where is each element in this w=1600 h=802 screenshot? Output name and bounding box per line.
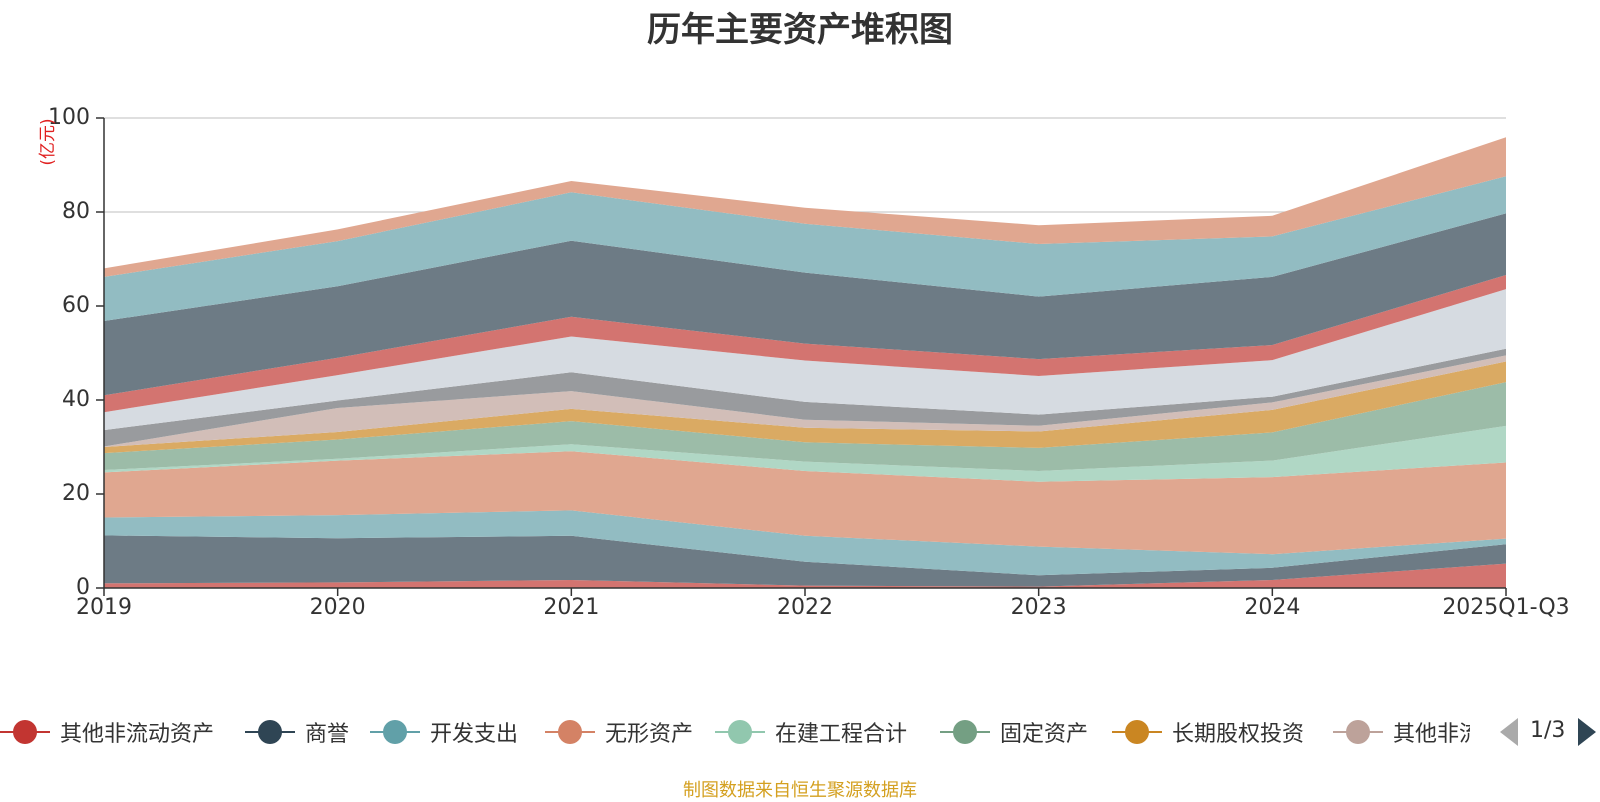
legend-item[interactable]: 其他非流动资产 (0, 712, 214, 752)
legend-page-indicator: 1/3 (1530, 718, 1566, 743)
legend: 其他非流动资产 商誉 开发支出 无形资产 在建工程合计 固定资产 长期股权投资 其他非流动金融… (0, 712, 1600, 752)
legend-marker-icon (245, 717, 295, 747)
legend-item[interactable]: 其他非流动金融资产 (1333, 712, 1470, 752)
legend-label: 固定资产 (1000, 722, 1089, 747)
legend-marker-icon (370, 717, 420, 747)
x-tick-label: 2023 (1011, 595, 1067, 620)
legend-marker-icon (715, 717, 765, 747)
y-tick-label: 60 (62, 293, 90, 318)
legend-label: 其他非流动资产 (60, 722, 215, 747)
area-series-13 (104, 176, 1506, 321)
y-unit-label: (亿元) (38, 118, 58, 165)
x-tick-label: 2019 (76, 595, 132, 620)
x-tick-label: 2024 (1244, 595, 1300, 620)
legend-item[interactable]: 商誉 (245, 712, 349, 752)
legend-label: 其他非流动金融资产 (1393, 722, 1470, 747)
legend-label: 长期股权投资 (1172, 722, 1305, 747)
legend-item[interactable]: 在建工程合计 (715, 712, 907, 752)
area-layer (104, 137, 1506, 588)
legend-marker-icon (1112, 717, 1162, 747)
legend-marker-icon (940, 717, 990, 747)
area-series-4 (104, 451, 1506, 555)
legend-next-icon[interactable] (1578, 718, 1596, 746)
y-tick-label: 100 (48, 105, 90, 130)
label-layer: 0 20 40 60 80 100 2019 2020 2021 2022 2023 2024 2025… (48, 105, 1570, 620)
y-tick-label: 0 (76, 575, 90, 600)
area-series-1 (104, 563, 1506, 588)
legend-label: 在建工程合计 (775, 722, 908, 747)
chart-title: 历年主要资产堆积图 (647, 10, 953, 50)
area-series-2 (104, 535, 1506, 587)
area-series-10 (104, 289, 1506, 431)
legend-label: 无形资产 (605, 722, 694, 747)
legend-item[interactable]: 开发支出 (370, 712, 518, 752)
legend-items: 其他非流动资产 商誉 开发支出 无形资产 在建工程合计 固定资产 长期股权投资 其他非流动金融… (0, 712, 1470, 752)
legend-pager: 1/3 (1500, 712, 1600, 752)
y-tick-label: 80 (62, 199, 90, 224)
source-note: 制图数据来自恒生聚源数据库 (683, 780, 917, 801)
legend-item[interactable]: 长期股权投资 (1112, 712, 1304, 752)
x-tick-label: 2025Q1-Q3 (1442, 595, 1569, 620)
legend-prev-icon[interactable] (1500, 718, 1518, 746)
x-tick-label: 2020 (310, 595, 366, 620)
legend-marker-icon (545, 717, 595, 747)
area-series-7 (104, 361, 1506, 454)
legend-item[interactable]: 固定资产 (940, 712, 1088, 752)
area-series-6 (104, 382, 1506, 471)
y-tick-label: 20 (62, 481, 90, 506)
legend-marker-icon (0, 717, 50, 747)
area-series-8 (104, 355, 1506, 447)
x-tick-label: 2022 (777, 595, 833, 620)
area-series-5 (104, 425, 1506, 482)
legend-item[interactable]: 无形资产 (545, 712, 693, 752)
area-series-12 (104, 213, 1506, 396)
y-tick-label: 40 (62, 387, 90, 412)
area-series-9 (104, 348, 1506, 447)
area-series-3 (104, 510, 1506, 576)
legend-label: 开发支出 (430, 722, 519, 747)
legend-marker-icon (1333, 717, 1383, 747)
x-tick-label: 2021 (543, 595, 599, 620)
legend-label: 商誉 (305, 722, 350, 747)
